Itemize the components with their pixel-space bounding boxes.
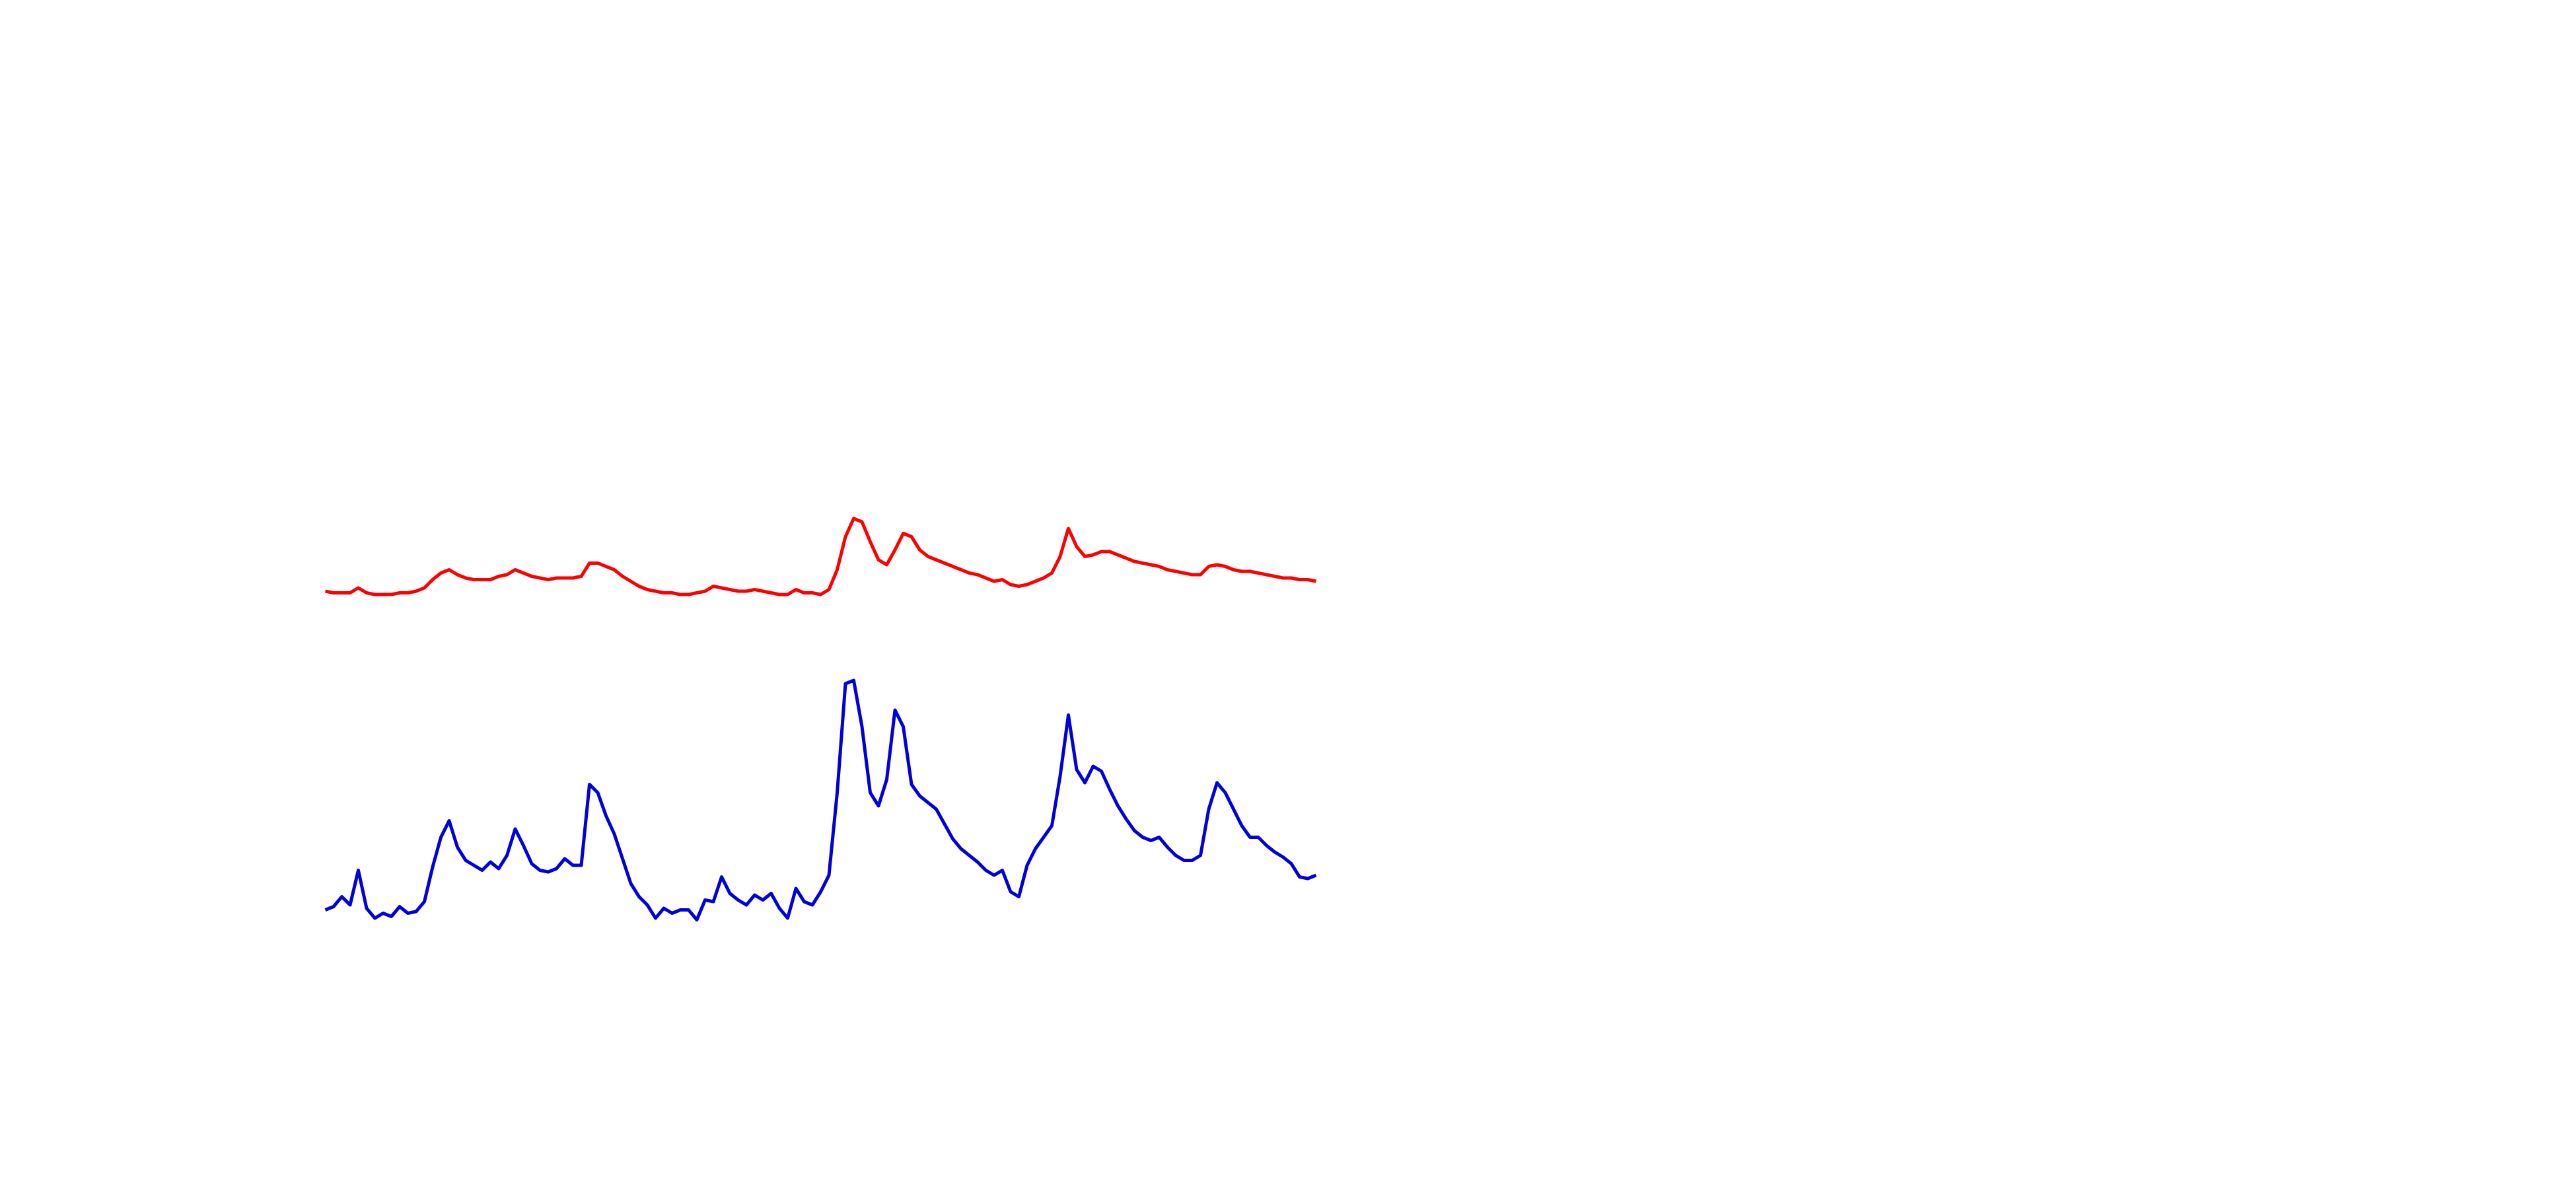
line-series — [325, 517, 1316, 596]
line-series — [324, 678, 1317, 921]
